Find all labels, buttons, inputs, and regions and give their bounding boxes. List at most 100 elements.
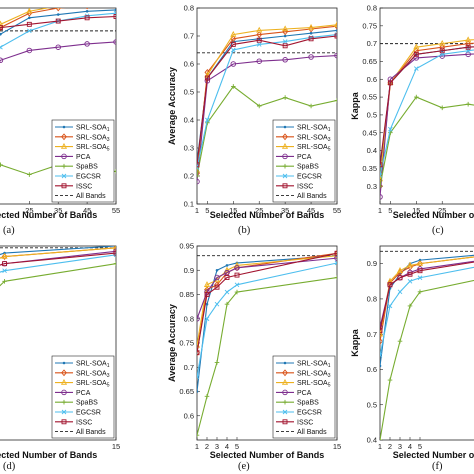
data-point (380, 364, 382, 368)
data-point (417, 268, 423, 274)
y-tick-label: 0.7 (184, 32, 194, 41)
legend-marker (62, 125, 66, 129)
series-line (197, 276, 337, 436)
data-point (197, 432, 200, 438)
legend-box (51, 355, 115, 439)
data-point (0, 162, 3, 168)
data-point (55, 8, 62, 12)
chart-panel-5: 0.60.650.70.750.80.850.90.951 2 3 4 5 15Selec… (167, 242, 341, 472)
data-point (380, 194, 383, 200)
legend-marker (282, 389, 288, 396)
legend-label: SpaBS (297, 400, 319, 407)
legend-subscript: 3 (107, 373, 110, 379)
series-line (197, 262, 337, 378)
y-tick-label: 0.6 (184, 411, 194, 420)
legend-marker (61, 173, 67, 179)
data-point (85, 8, 89, 10)
data-point (308, 36, 314, 42)
data-point (215, 268, 219, 272)
x-tick-label: 35 (54, 206, 62, 215)
data-point (256, 37, 262, 43)
data-point (197, 178, 200, 185)
legend-subscript: 5 (328, 383, 331, 389)
x-tick-label: 1 (195, 206, 199, 215)
data-point (0, 25, 3, 31)
data-point (204, 394, 210, 399)
data-point (214, 274, 220, 281)
data-point (205, 117, 210, 123)
legend-entry: All Bands (276, 193, 327, 200)
data-point (308, 54, 314, 60)
panel-label: (b) (238, 225, 251, 236)
y-tick-label: 0.7 (367, 39, 377, 48)
legend-entry: EGCSR (276, 174, 322, 181)
plot-series (0, 246, 116, 287)
data-point (282, 43, 288, 49)
y-tick-label: 0.4 (367, 436, 377, 445)
data-point (26, 47, 33, 54)
plot-series (380, 250, 474, 440)
x-tick-label: 1 (378, 442, 382, 451)
data-point (413, 94, 419, 100)
legend-entry: SRL-SOA3 (55, 133, 110, 143)
data-point (308, 23, 315, 30)
legend-entry: EGCSR (55, 174, 101, 181)
series-line (0, 254, 116, 273)
data-point (465, 40, 472, 48)
legend-entry: SpaBS (55, 400, 98, 407)
data-point (387, 76, 394, 83)
data-point (387, 282, 393, 288)
data-point (256, 58, 262, 64)
data-point (334, 249, 337, 257)
x-tick-label: 5 (205, 206, 209, 215)
legend-marker (281, 142, 289, 149)
data-point (397, 289, 403, 295)
plot-series (380, 36, 474, 200)
legend-subscript: 3 (328, 373, 331, 379)
legend-marker (283, 361, 287, 365)
y-tick-label: 0.65 (362, 57, 377, 66)
data-point (256, 103, 262, 109)
x-axis-label: Selected Number of Bands (393, 450, 474, 460)
legend-entry: PCA (55, 153, 91, 161)
series-line (0, 41, 116, 63)
data-point (197, 173, 200, 179)
legend-label: SpaBS (76, 164, 98, 171)
data-point (230, 61, 237, 67)
legend-label: SRL-SOA1 (297, 125, 331, 134)
legend-label: EGCSR (76, 410, 101, 417)
x-tick-label: 25 (255, 206, 263, 215)
x-tick-label: 2 (205, 442, 209, 451)
legend-label: PCA (297, 154, 312, 161)
y-tick-label: 0.75 (179, 339, 194, 348)
y-tick-label: 0.8 (367, 4, 377, 13)
legend-marker (61, 369, 67, 377)
data-point (234, 289, 240, 295)
y-tick-label: 0.65 (179, 387, 194, 396)
series-line (197, 24, 337, 171)
x-tick-label: 25 (25, 206, 33, 215)
legend-entry: SRL-SOA5 (55, 378, 110, 389)
series-line (0, 252, 116, 266)
data-point (55, 18, 61, 24)
y-axis-label: Average Accuracy (167, 304, 177, 382)
data-point (224, 301, 230, 307)
x-axis-label: Selected Number of Bands (393, 210, 474, 220)
y-tick-label: 0.5 (367, 111, 377, 120)
data-point (113, 250, 116, 256)
x-axis-label: Selected Number of Bands (210, 210, 325, 220)
data-point (282, 39, 288, 44)
x-tick-label: 45 (83, 206, 91, 215)
legend-label: SRL-SOA3 (76, 134, 110, 143)
legend-subscript: 1 (328, 363, 331, 369)
legend-subscript: 3 (107, 137, 110, 143)
series-line (0, 263, 116, 287)
plot-series (197, 249, 337, 438)
data-point (225, 264, 229, 267)
y-tick-label: 0.85 (179, 290, 194, 299)
legend-entry: PCA (55, 389, 91, 397)
legend-entry: PCA (276, 153, 312, 161)
data-point (197, 316, 200, 322)
